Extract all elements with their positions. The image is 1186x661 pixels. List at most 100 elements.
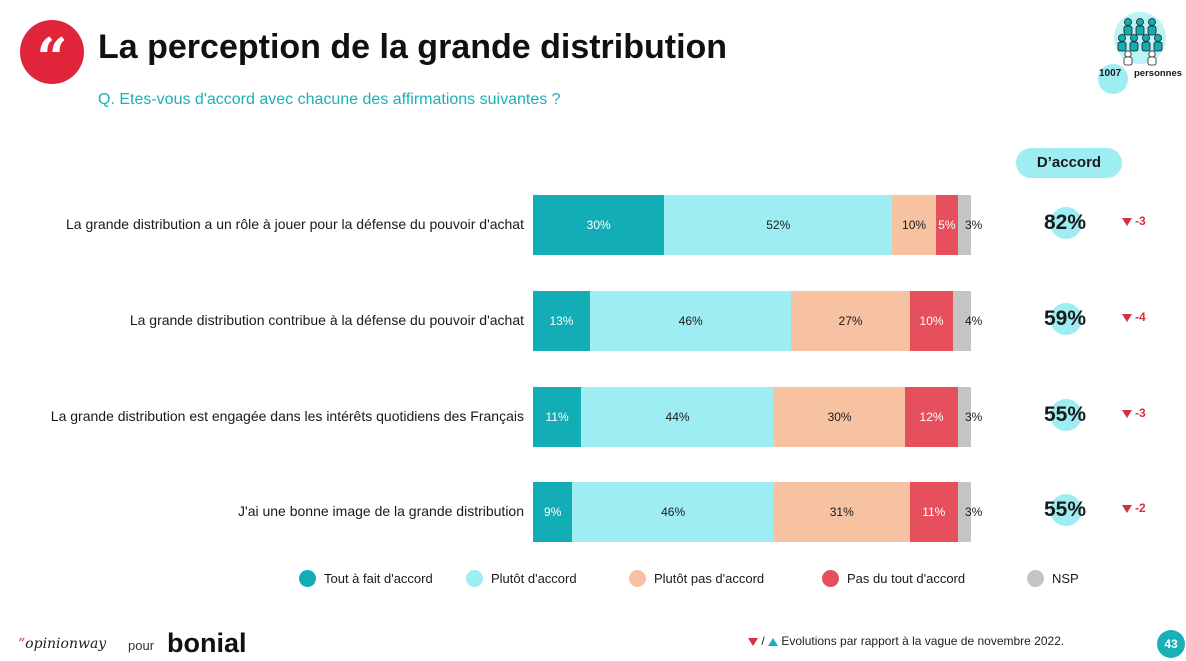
evolution-indicator: -3 [1122,214,1146,228]
row-label: La grande distribution a un rôle à jouer… [66,216,524,232]
segment-nsp [953,291,971,351]
opinionway-logo: “opinionway [18,636,106,652]
legend-item: Pas du tout d'accord [822,570,965,587]
nsp-value-label: 3% [965,218,983,232]
legend-swatch [466,570,483,587]
daccord-value: 59% [1043,307,1087,330]
opinionway-quote-mark: “ [18,636,26,652]
legend-label: Plutôt d'accord [491,571,577,586]
segment-tout-a-fait: 13% [533,291,590,351]
segment-plutot-pas: 27% [791,291,910,351]
segment-value-label: 31% [829,505,854,519]
segment-nsp [957,482,971,542]
segment-value-label: 27% [838,314,863,328]
daccord-value: 82% [1043,211,1087,234]
segment-value-label: 5% [938,218,956,232]
sample-size-count: 1007 [1099,68,1122,79]
down-triangle-icon [748,637,758,646]
evolution-value: -2 [1135,501,1146,515]
daccord-circle [1050,207,1082,239]
sample-size-badge: 1007 personnes [1098,10,1183,94]
segment-value-label: 30% [586,218,611,232]
legend-label: Plutôt pas d'accord [654,571,765,586]
down-triangle-icon [1122,217,1132,226]
segment-plutot-pas: 30% [773,387,906,447]
bonial-logo: bonial [167,628,247,658]
legend-item: NSP [1027,570,1079,587]
segment-value-label: 13% [549,314,574,328]
segment-value-label: 46% [678,314,703,328]
segment-value-label: 9% [544,505,562,519]
legend-label: NSP [1052,571,1079,586]
people-group-icon [1114,12,1166,66]
footnote-slash: / [758,634,769,648]
sample-size-label: personnes [1134,68,1183,79]
evolution-footnote: / Evolutions par rapport à la vague de n… [748,634,1064,648]
daccord-circle [1050,303,1082,335]
segment-plutot-pas: 31% [773,482,910,542]
segment-value-label: 10% [902,218,927,232]
segment-pas-du-tout: 5% [935,195,958,255]
daccord-circle [1050,494,1082,526]
up-triangle-icon [768,637,779,646]
down-triangle-icon [1122,409,1132,418]
segment-value-label: 44% [665,410,690,424]
segment-pas-du-tout: 12% [905,387,958,447]
opinionway-logo-text: opinionway [25,636,107,652]
segment-value-label: 46% [661,505,686,519]
segment-nsp [957,195,971,255]
segment-plutot: 46% [572,482,774,542]
segment-plutot: 52% [664,195,893,255]
row-label: La grande distribution contribue à la dé… [129,312,524,328]
segment-value-label: 11% [922,505,946,519]
legend-item: Tout à fait d'accord [299,570,433,587]
daccord-header: D’accord [1016,148,1122,178]
nsp-value-label: 3% [965,505,983,519]
segment-plutot: 46% [589,291,792,351]
row-label: J'ai une bonne image de la grande distri… [238,503,524,519]
segment-value-label: 30% [827,410,852,424]
evolution-value: -4 [1135,310,1146,324]
segment-nsp [957,387,971,447]
pour-text: pour [128,638,155,653]
segment-plutot: 44% [581,387,774,447]
segment-plutot-pas: 10% [892,195,936,255]
down-triangle-icon [1122,313,1132,322]
evolution-value: -3 [1135,214,1146,228]
segment-value-label: 52% [766,218,791,232]
evolution-indicator: -2 [1122,501,1146,515]
legend-swatch [299,570,316,587]
daccord-value: 55% [1043,498,1087,521]
quote-icon: “ [36,26,68,90]
row-label: La grande distribution est engagée dans … [50,408,524,424]
segment-tout-a-fait: 11% [533,387,582,447]
down-triangle-icon [1122,504,1132,513]
nsp-value-label: 3% [965,410,983,424]
legend-swatch [1027,570,1044,587]
daccord-circle [1050,399,1082,431]
segment-value-label: 11% [545,410,569,424]
legend-label: Pas du tout d'accord [847,571,966,586]
segment-pas-du-tout: 10% [909,291,954,351]
evolution-indicator: -3 [1122,406,1146,420]
segment-pas-du-tout: 11% [909,482,958,542]
quote-logo-badge: “ [20,20,84,90]
question-text: Q. Etes-vous d'accord avec chacune des a… [98,91,561,108]
legend-item: Plutôt pas d'accord [629,570,764,587]
page-number: 43 [1157,630,1185,658]
segment-tout-a-fait: 30% [533,195,665,255]
segment-tout-a-fait: 9% [533,482,573,542]
legend-item: Plutôt d'accord [466,570,577,587]
segment-value-label: 10% [919,314,944,328]
nsp-value-label: 4% [965,314,983,328]
legend-label: Tout à fait d'accord [324,571,433,586]
legend-swatch [629,570,646,587]
page-title: La perception de la grande distribution [98,28,728,66]
daccord-value: 55% [1043,403,1087,426]
evolution-indicator: -4 [1122,310,1146,324]
segment-value-label: 12% [919,410,944,424]
sample-size-circle [1098,64,1128,94]
evolution-value: -3 [1135,406,1146,420]
legend-swatch [822,570,839,587]
footnote-text: Evolutions par rapport à la vague de nov… [781,634,1065,648]
